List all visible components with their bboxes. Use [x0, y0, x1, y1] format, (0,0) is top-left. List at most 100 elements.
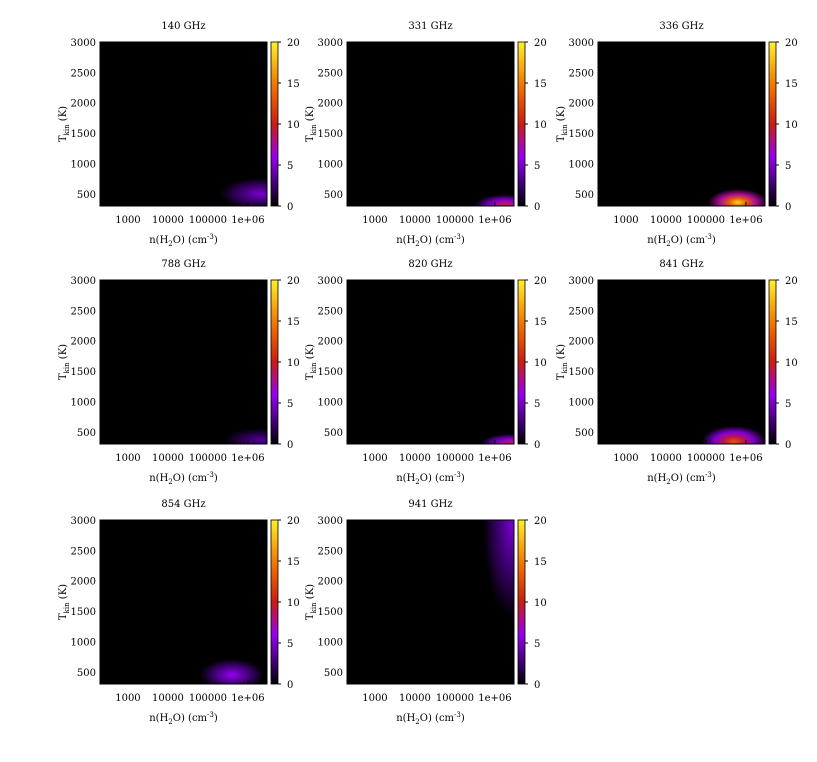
y-tick-label-7-3: 2000	[318, 577, 343, 588]
heatmap-peak-7	[482, 520, 514, 618]
plot-frame-2	[597, 41, 766, 207]
y-tick-label-6-3: 2000	[71, 577, 96, 588]
heatmap-peak-4	[480, 433, 514, 444]
x-tick-label-5-1: 10000	[650, 453, 682, 464]
y-tick-label-6-0: 500	[77, 668, 96, 679]
colorbar-4	[517, 279, 526, 445]
y-tick-label-3-2: 1500	[71, 367, 96, 378]
colorbar-tick-label-2-4: 20	[785, 38, 798, 49]
x-tick-label-4-2: 100000	[436, 453, 474, 464]
x-tick-label-0-3: 1e+06	[231, 215, 264, 226]
panel-5: 841 GHz 500 1000 1500 2000 2500 3000 1000 10000 1…	[556, 259, 798, 486]
colorbar-tick-label-1-0: 0	[534, 202, 540, 213]
y-tick-label-0-2: 1500	[71, 129, 96, 140]
y-tick-label-6-4: 2500	[71, 546, 96, 557]
y-axis-label-5: Tkin (K)	[556, 344, 569, 380]
panel-title-7: 941 GHz	[408, 499, 452, 510]
plot-frame-1	[346, 41, 515, 207]
colorbar-tick-label-0-3: 15	[287, 79, 300, 90]
x-tick-label-7-1: 10000	[399, 693, 431, 704]
colorbar-tick-label-1-3: 15	[534, 79, 547, 90]
panel-3: 788 GHz 500 1000 1500 2000 2500 3000 1000 10000 1…	[58, 259, 300, 486]
plot-frame-7	[346, 519, 515, 685]
y-tick-label-0-4: 2500	[71, 68, 96, 79]
colorbar-tick-label-7-2: 10	[534, 598, 547, 609]
colorbar-tick-label-3-1: 5	[287, 399, 293, 410]
colorbar-tick-label-2-3: 15	[785, 79, 798, 90]
panel-title-3: 788 GHz	[161, 259, 205, 270]
heatmap-area-6	[100, 520, 267, 684]
colorbar-tick-label-0-0: 0	[287, 202, 293, 213]
x-tick-label-2-1: 10000	[650, 215, 682, 226]
heatmap-area-4	[347, 280, 514, 444]
colorbar-tick-label-1-1: 5	[534, 161, 540, 172]
x-tick-label-4-0: 1000	[362, 453, 387, 464]
x-tick-label-0-0: 1000	[115, 215, 140, 226]
heatmap-area-0	[100, 42, 267, 206]
colorbar-tick-label-5-3: 15	[785, 317, 798, 328]
panel-title-4: 820 GHz	[408, 259, 452, 270]
colorbar-tick-label-2-2: 10	[785, 120, 798, 131]
x-tick-label-1-1: 10000	[399, 215, 431, 226]
y-axis-label-2: Tkin (K)	[556, 106, 569, 142]
y-axis-label-6: Tkin (K)	[58, 584, 71, 620]
colorbar-tick-label-2-0: 0	[785, 202, 791, 213]
heatmap-area-2	[598, 42, 765, 206]
colorbar-tick-label-6-1: 5	[287, 639, 293, 650]
y-tick-label-6-1: 1000	[71, 637, 96, 648]
y-tick-label-4-5: 3000	[318, 276, 343, 287]
y-tick-label-4-4: 2500	[318, 306, 343, 317]
y-tick-label-0-0: 500	[77, 190, 96, 201]
y-tick-label-2-0: 500	[575, 190, 594, 201]
x-tick-label-6-1: 10000	[152, 693, 184, 704]
colorbar-tick-label-3-4: 20	[287, 276, 300, 287]
x-axis-label-1: n(H2O) (cm-3)	[396, 233, 465, 248]
y-tick-label-2-2: 1500	[569, 129, 594, 140]
x-tick-label-0-1: 10000	[152, 215, 184, 226]
y-axis-label-4: Tkin (K)	[305, 344, 318, 380]
y-tick-label-3-5: 3000	[71, 276, 96, 287]
x-tick-label-1-0: 1000	[362, 215, 387, 226]
y-tick-label-1-1: 1000	[318, 159, 343, 170]
y-tick-label-7-5: 3000	[318, 516, 343, 527]
colorbar-tick-label-1-4: 20	[534, 38, 547, 49]
y-tick-label-5-4: 2500	[569, 306, 594, 317]
colorbar-tick-label-6-2: 10	[287, 598, 300, 609]
colorbar-tick-label-0-2: 10	[287, 120, 300, 131]
colorbar-tick-label-5-2: 10	[785, 358, 798, 369]
x-axis-label-7: n(H2O) (cm-3)	[396, 711, 465, 726]
panel-title-1: 331 GHz	[408, 21, 452, 32]
plot-frame-6	[99, 519, 268, 685]
y-axis-label-1: Tkin (K)	[305, 106, 318, 142]
y-axis-label-7: Tkin (K)	[305, 584, 318, 620]
colorbar-tick-label-7-4: 20	[534, 516, 547, 527]
y-tick-label-3-0: 500	[77, 428, 96, 439]
colorbar-2	[768, 41, 777, 207]
x-tick-label-7-2: 100000	[436, 693, 474, 704]
y-tick-label-6-2: 1500	[71, 607, 96, 618]
colorbar-tick-label-0-4: 20	[287, 38, 300, 49]
x-tick-label-5-3: 1e+06	[729, 453, 762, 464]
y-tick-label-3-1: 1000	[71, 397, 96, 408]
colorbar-3	[270, 279, 279, 445]
heatmap-area-5	[598, 280, 765, 444]
y-tick-label-7-1: 1000	[318, 637, 343, 648]
y-tick-label-1-5: 3000	[318, 38, 343, 49]
y-tick-label-5-2: 1500	[569, 367, 594, 378]
y-tick-label-1-0: 500	[324, 190, 343, 201]
x-tick-label-4-1: 10000	[399, 453, 431, 464]
colorbar-tick-label-4-2: 10	[534, 358, 547, 369]
heatmap-peak-6	[199, 659, 264, 684]
x-tick-label-6-2: 100000	[189, 693, 227, 704]
colorbar-tick-label-1-2: 10	[534, 120, 547, 131]
panel-title-0: 140 GHz	[161, 21, 205, 32]
panel-title-6: 854 GHz	[161, 499, 205, 510]
y-tick-label-4-2: 1500	[318, 367, 343, 378]
y-tick-label-4-0: 500	[324, 428, 343, 439]
y-tick-label-0-5: 3000	[71, 38, 96, 49]
colorbar-7	[517, 519, 526, 685]
x-tick-label-1-2: 100000	[436, 215, 474, 226]
colorbar-tick-label-6-3: 15	[287, 557, 300, 568]
y-tick-label-4-1: 1000	[318, 397, 343, 408]
